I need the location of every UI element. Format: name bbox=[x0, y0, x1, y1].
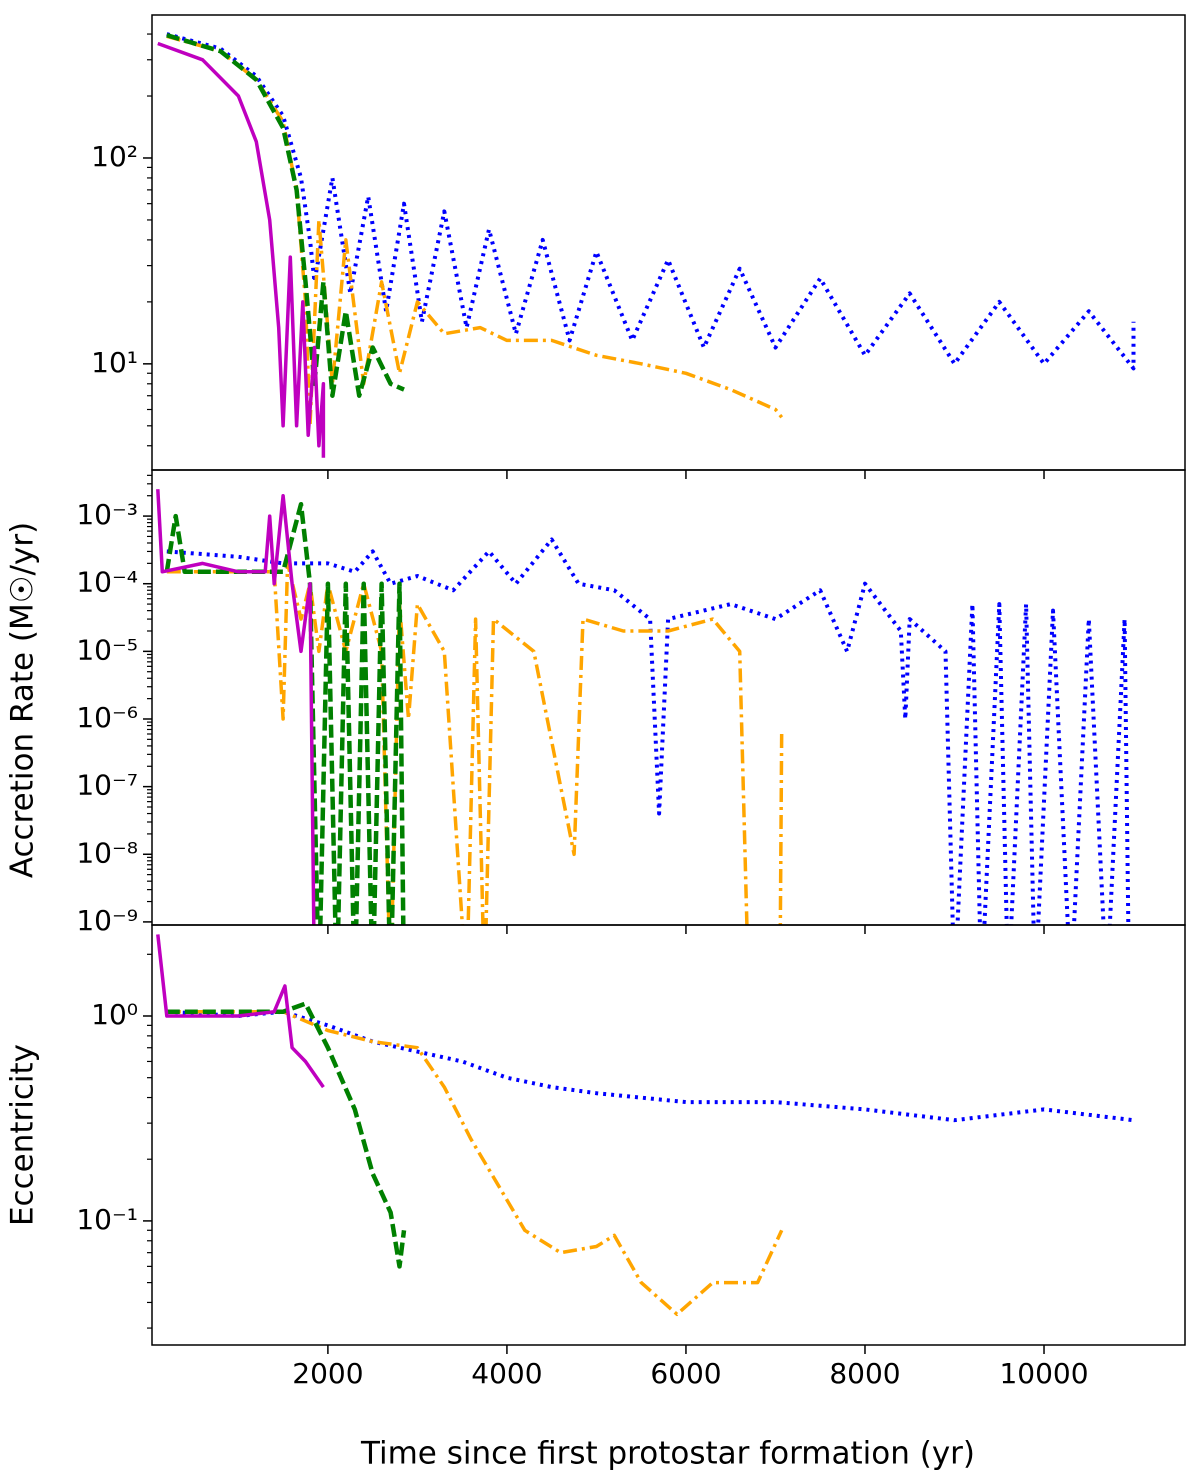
x-tick-label: 8000 bbox=[829, 1357, 900, 1390]
x-axis-label: Time since first protostar formation (yr… bbox=[360, 1436, 975, 1472]
y-tick-label: 10⁻³ bbox=[76, 498, 138, 531]
plot-frame bbox=[151, 924, 1186, 1346]
series-line bbox=[166, 537, 1131, 925]
y-tick-label: 10⁻⁸ bbox=[76, 836, 138, 869]
series-line bbox=[166, 34, 784, 428]
y-tick-label: 10⁻⁵ bbox=[76, 633, 138, 666]
series-line bbox=[166, 1009, 784, 1317]
y-tick-label: 10⁻⁷ bbox=[76, 769, 138, 802]
y-axis-label: Eccentricity bbox=[5, 1044, 41, 1226]
series-line bbox=[166, 33, 405, 398]
series-line bbox=[156, 489, 316, 925]
y-axis-label: Accretion Rate (M☉/yr) bbox=[5, 522, 41, 878]
y-tick-label: 10⁻⁶ bbox=[76, 701, 138, 734]
x-tick-label: 6000 bbox=[650, 1357, 721, 1390]
y-tick-label: 10² bbox=[91, 140, 138, 173]
y-tick-label: 10⁻¹ bbox=[76, 1203, 138, 1236]
x-tick-label: 10000 bbox=[999, 1357, 1088, 1390]
x-tick-label: 2000 bbox=[292, 1357, 363, 1390]
y-tick-label: 10⁰ bbox=[91, 998, 138, 1031]
series-line bbox=[156, 934, 325, 1089]
y-tick-label: 10¹ bbox=[91, 346, 138, 379]
series-line bbox=[166, 32, 1136, 371]
series-line bbox=[166, 561, 784, 925]
y-tick-label: 10⁻⁴ bbox=[76, 566, 138, 599]
series-line bbox=[157, 41, 326, 458]
series-line bbox=[164, 501, 406, 925]
series-line bbox=[166, 1001, 407, 1269]
y-tick-label: 10⁻⁹ bbox=[76, 904, 138, 937]
x-tick-label: 4000 bbox=[471, 1357, 542, 1390]
series-line bbox=[166, 1009, 1134, 1123]
